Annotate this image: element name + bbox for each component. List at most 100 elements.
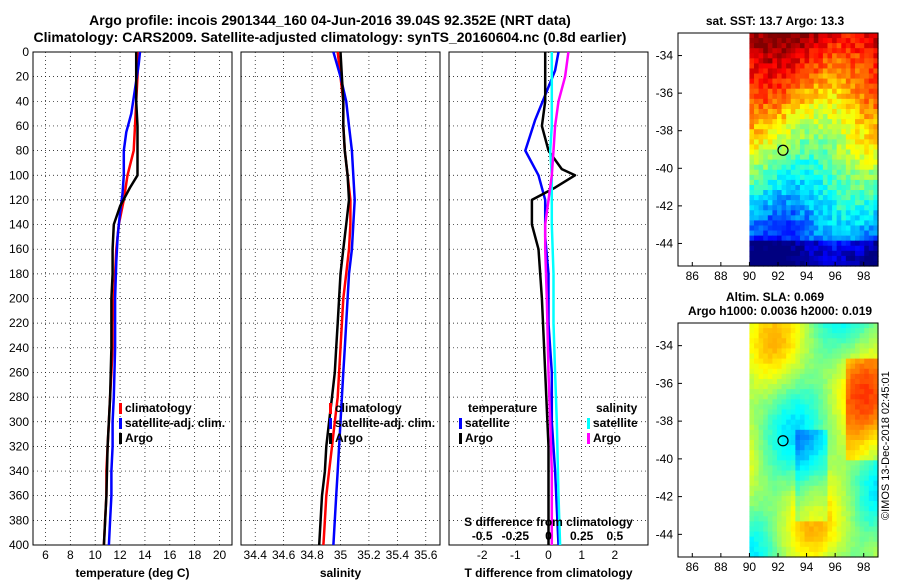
map-cell: [864, 149, 870, 156]
argo-position-marker: [777, 144, 789, 156]
map-cell: [855, 531, 861, 538]
map-cell: [813, 506, 819, 512]
x-tick-label: 88: [714, 560, 728, 574]
map-cell: [749, 63, 755, 70]
map-cell: [868, 48, 875, 54]
map-cell: [804, 409, 810, 416]
map-cell: [868, 215, 875, 222]
map-cell: [772, 333, 778, 339]
map-cell: [836, 108, 842, 115]
map-cell: [790, 384, 796, 390]
map-cell: [813, 108, 819, 115]
map-cell: [786, 531, 792, 538]
map-cell: [758, 215, 764, 222]
map-cell: [758, 205, 764, 211]
map-cell: [763, 378, 769, 385]
map-cell: [827, 536, 833, 543]
map-cell: [809, 33, 815, 39]
map-cell: [864, 205, 870, 211]
map-cell: [758, 134, 764, 140]
map-cell: [799, 516, 806, 522]
map-cell: [804, 551, 810, 558]
map-cell: [822, 434, 829, 441]
map-cell: [832, 470, 838, 477]
map-cell: [763, 88, 769, 95]
map-cell: [832, 154, 838, 161]
map-cell: [749, 124, 755, 130]
map-cell: [868, 434, 875, 441]
map-cell: [795, 149, 801, 156]
map-cell: [776, 551, 783, 558]
map-cell: [845, 460, 852, 467]
map-cell: [799, 328, 806, 334]
map-cell: [818, 225, 824, 232]
map-cell: [850, 124, 856, 130]
map-cell: [818, 419, 824, 426]
map-cell: [822, 225, 829, 232]
map-cell: [850, 250, 856, 257]
map-cell: [827, 506, 833, 512]
map-cell: [763, 434, 769, 441]
map-cell: [864, 114, 870, 120]
map-cell: [749, 434, 755, 441]
map-cell: [822, 108, 829, 115]
map-cell: [809, 119, 815, 125]
map-cell: [859, 384, 865, 390]
map-cell: [813, 144, 819, 151]
map-cell: [804, 250, 810, 257]
map-cell: [795, 490, 801, 497]
map-cell: [832, 526, 838, 533]
map-cell: [809, 250, 815, 257]
legend-swatch: [329, 403, 332, 414]
map-cell: [772, 516, 778, 522]
map-cell: [758, 475, 764, 482]
map-cell: [864, 328, 870, 334]
map-cell: [813, 78, 819, 85]
map-cell: [763, 240, 769, 247]
map-cell: [790, 358, 796, 365]
map-cell: [772, 455, 778, 461]
map-cell: [767, 450, 773, 456]
map-cell: [804, 323, 810, 329]
map-cell: [767, 154, 773, 161]
map-cell: [836, 119, 842, 125]
map-cell: [827, 129, 833, 135]
map-cell: [813, 404, 819, 411]
map-cell: [873, 521, 879, 528]
map-cell: [799, 363, 806, 370]
map-cell: [772, 98, 778, 105]
map-cell: [832, 521, 838, 528]
map-cell: [864, 103, 870, 110]
map-cell: [763, 363, 769, 370]
map-cell: [827, 93, 833, 100]
map-cell: [850, 38, 856, 44]
map-cell: [790, 470, 796, 477]
map-cell: [758, 323, 764, 329]
map-cell: [809, 450, 815, 456]
map-cell: [850, 511, 856, 517]
map-cell: [754, 260, 760, 267]
legend-swatch: [119, 418, 122, 429]
map-cell: [873, 114, 879, 120]
map-cell: [822, 260, 829, 267]
map-cell: [832, 378, 838, 385]
map-cell: [795, 230, 801, 237]
map-cell: [809, 68, 815, 75]
map-cell: [845, 506, 852, 512]
map-cell: [855, 541, 861, 548]
map-cell: [822, 43, 829, 49]
map-cell: [786, 465, 792, 472]
map-cell: [795, 368, 801, 375]
map-cell: [781, 506, 787, 512]
map-cell: [804, 240, 810, 247]
map-cell: [818, 139, 824, 146]
x-tick-label: 92: [771, 560, 785, 574]
map-cell: [767, 53, 773, 59]
map-cell: [749, 144, 755, 151]
map-cell: [758, 210, 764, 216]
map-cell: [832, 384, 838, 390]
map-cell: [754, 144, 760, 151]
map-cell: [754, 83, 760, 90]
map-cell: [827, 551, 833, 558]
map-cell: [799, 434, 806, 441]
